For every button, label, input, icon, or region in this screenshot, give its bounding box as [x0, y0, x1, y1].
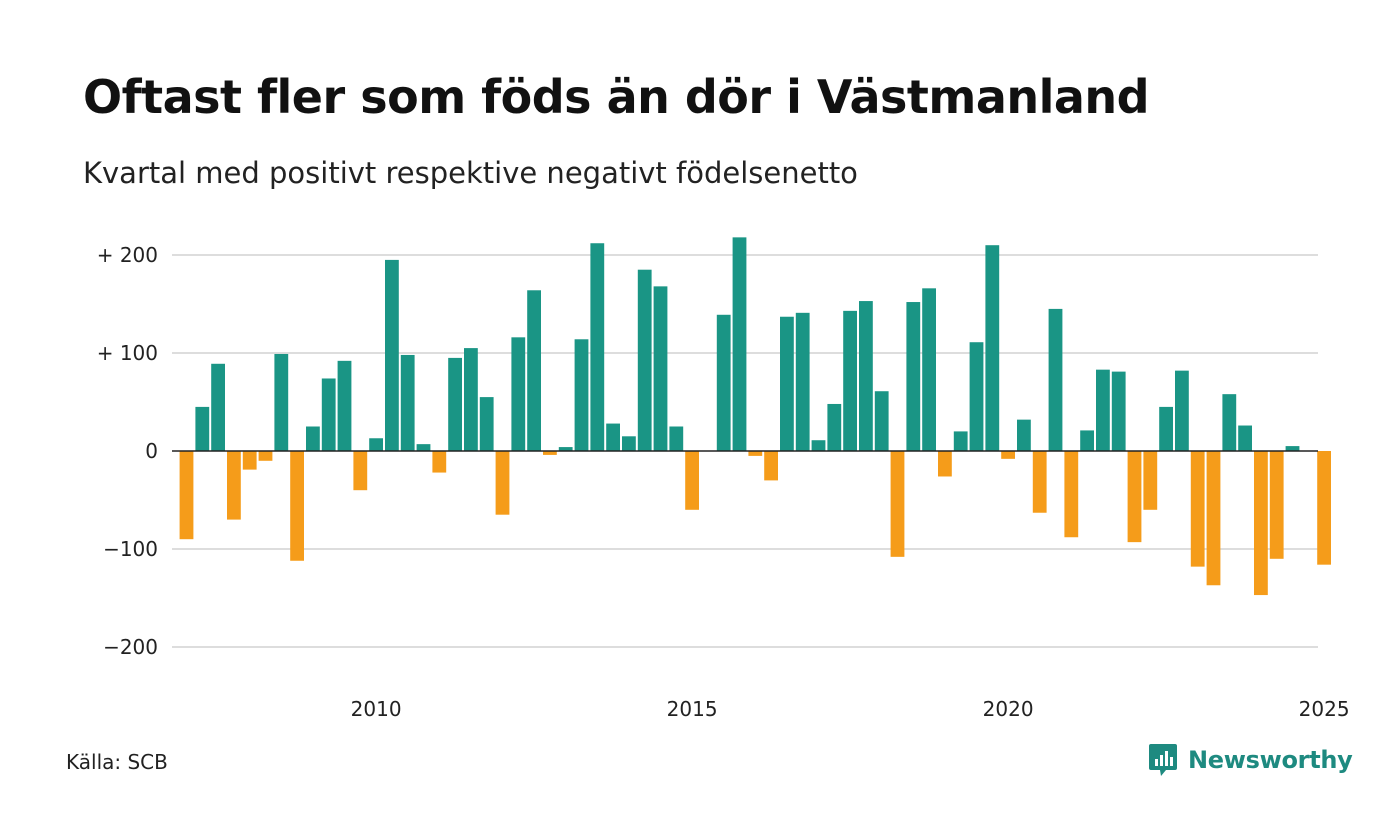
bar: [938, 451, 952, 477]
bar: [890, 451, 905, 557]
bar: [1190, 451, 1205, 567]
bar: [843, 310, 857, 451]
y-tick-label: −200: [103, 635, 158, 659]
bar: [622, 436, 636, 451]
y-tick-label: + 100: [97, 341, 158, 365]
x-tick-label: 2010: [351, 697, 402, 721]
bar: [464, 348, 478, 451]
bar: [337, 360, 352, 451]
y-tick-label: −100: [103, 537, 158, 561]
bar: [795, 312, 810, 451]
bar: [1269, 451, 1284, 559]
bar: [353, 451, 368, 491]
bar: [1222, 394, 1237, 451]
bars: [179, 237, 1331, 596]
bar: [827, 403, 842, 451]
brand-logo: Newsworthy: [1148, 742, 1353, 778]
bar: [859, 301, 873, 451]
bar: [195, 406, 210, 451]
bar: [479, 397, 494, 451]
bar: [1048, 308, 1063, 451]
bar: [527, 290, 541, 451]
bar: [274, 353, 289, 451]
bar: [811, 440, 826, 451]
bar: [906, 302, 921, 451]
bar: [558, 447, 573, 451]
bar: [1080, 430, 1094, 451]
bar: [242, 451, 257, 470]
bar: [669, 426, 684, 451]
bar: [922, 288, 936, 451]
bar: [1096, 369, 1110, 451]
bar: [716, 314, 731, 451]
x-tick-label: 2015: [667, 697, 718, 721]
bar: [590, 243, 605, 451]
bar: [953, 431, 968, 451]
chart-subtitle: Kvartal med positivt respektive negativt…: [83, 156, 858, 190]
bar: [1206, 451, 1221, 586]
bar: [321, 378, 336, 451]
y-axis-ticks: + 200 + 100 0 −100 −200: [97, 243, 158, 659]
bar: [1001, 451, 1015, 459]
bar: [637, 269, 652, 451]
bar: [369, 438, 383, 451]
bar: [385, 259, 399, 451]
bar: [227, 451, 241, 520]
bar: [1017, 419, 1031, 451]
bar: [874, 391, 889, 451]
x-axis-ticks: 2010 2015 2020 2025: [351, 697, 1350, 721]
x-tick-label: 2025: [1299, 697, 1350, 721]
bar: [1127, 451, 1142, 543]
source-note: Källa: SCB: [66, 750, 168, 774]
bar: [1111, 371, 1126, 451]
bar: [179, 451, 194, 540]
x-tick-label: 2020: [983, 697, 1034, 721]
bar: [780, 316, 794, 451]
bar: [290, 451, 304, 561]
bar: [258, 451, 273, 461]
bar: [543, 451, 557, 455]
bar: [400, 354, 415, 451]
bar: [495, 451, 510, 515]
bar: [764, 451, 778, 481]
bar: [1317, 451, 1331, 565]
bar: [1064, 451, 1079, 538]
bar: [306, 426, 320, 451]
bar: [1032, 451, 1047, 513]
bar: [574, 339, 589, 451]
bar: [448, 357, 462, 451]
bar: [1175, 370, 1189, 451]
brand-name: Newsworthy: [1188, 746, 1353, 774]
bar: [1238, 425, 1252, 451]
bar: [1159, 406, 1173, 451]
bar: [1254, 451, 1268, 596]
bar: [1285, 446, 1300, 451]
bar: [1143, 451, 1158, 510]
bar: [432, 451, 447, 473]
bar: [732, 237, 747, 451]
bar: [511, 337, 526, 451]
bar: [211, 363, 225, 451]
bar: [416, 444, 431, 451]
bar: [685, 451, 699, 510]
y-tick-label: 0: [145, 439, 158, 463]
bar: [653, 286, 668, 451]
bar: [748, 451, 763, 456]
bar: [606, 423, 620, 451]
newsworthy-logo-icon: [1149, 744, 1177, 776]
bar: [985, 245, 1000, 451]
chart-title: Oftast fler som föds än dör i Västmanlan…: [83, 70, 1150, 124]
bar: [969, 342, 984, 451]
y-tick-label: + 200: [97, 243, 158, 267]
